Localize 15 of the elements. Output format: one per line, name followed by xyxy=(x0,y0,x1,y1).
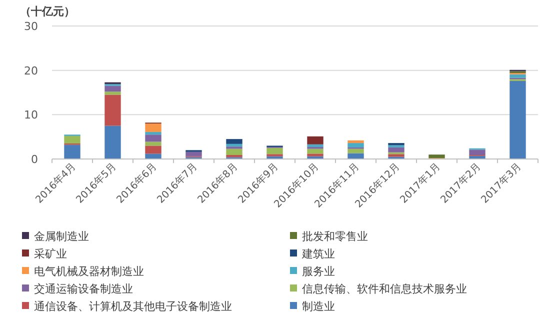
legend-label: 建筑业 xyxy=(301,248,335,260)
legend-label: 采矿业 xyxy=(34,248,67,260)
legend-label: 服务业 xyxy=(302,265,335,278)
y-tick-label: 0 xyxy=(31,153,38,166)
legend-label: 信息传输、软件和信息技术服务业 xyxy=(302,282,467,296)
y-axis-title: （十亿元） xyxy=(20,5,75,18)
y-tick-label: 30 xyxy=(24,20,38,33)
y-tick-label: 10 xyxy=(24,108,38,122)
legend-label: 金属制造业 xyxy=(34,230,89,243)
y-tick-label: 20 xyxy=(24,64,38,78)
legend-label: 电气机械及器材制造业 xyxy=(34,265,144,278)
legend-label: 通信设备、计算机及其他电子设备制造业 xyxy=(34,300,232,313)
legend-label: 交通运输设备制造业 xyxy=(34,282,133,296)
legend-label: 批发和零售业 xyxy=(302,230,368,243)
legend-label: 制造业 xyxy=(302,300,335,313)
